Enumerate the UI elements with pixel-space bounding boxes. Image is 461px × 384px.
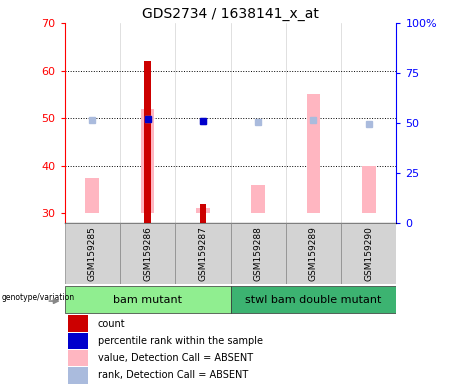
FancyBboxPatch shape xyxy=(68,367,88,384)
Bar xyxy=(362,166,376,213)
FancyBboxPatch shape xyxy=(68,315,88,332)
FancyBboxPatch shape xyxy=(230,223,286,284)
Title: GDS2734 / 1638141_x_at: GDS2734 / 1638141_x_at xyxy=(142,7,319,21)
FancyBboxPatch shape xyxy=(68,333,88,349)
Text: GSM159286: GSM159286 xyxy=(143,226,152,281)
FancyBboxPatch shape xyxy=(68,350,88,366)
FancyBboxPatch shape xyxy=(120,223,175,284)
Text: GSM159287: GSM159287 xyxy=(198,226,207,281)
FancyBboxPatch shape xyxy=(65,223,120,284)
FancyBboxPatch shape xyxy=(286,223,341,284)
Text: GSM159288: GSM159288 xyxy=(254,226,263,281)
Text: GSM159285: GSM159285 xyxy=(88,226,97,281)
Text: GSM159290: GSM159290 xyxy=(364,226,373,281)
Text: value, Detection Call = ABSENT: value, Detection Call = ABSENT xyxy=(98,353,253,363)
Bar xyxy=(85,177,99,213)
Bar xyxy=(144,61,151,223)
Bar xyxy=(141,109,154,213)
Bar xyxy=(251,185,265,213)
FancyBboxPatch shape xyxy=(65,286,230,313)
Bar xyxy=(196,209,210,213)
Text: count: count xyxy=(98,318,125,329)
Text: rank, Detection Call = ABSENT: rank, Detection Call = ABSENT xyxy=(98,370,248,381)
Text: stwl bam double mutant: stwl bam double mutant xyxy=(245,295,382,305)
Bar xyxy=(200,204,206,223)
FancyBboxPatch shape xyxy=(175,223,230,284)
Text: genotype/variation: genotype/variation xyxy=(1,293,74,303)
Bar xyxy=(307,94,320,213)
Text: GSM159289: GSM159289 xyxy=(309,226,318,281)
FancyBboxPatch shape xyxy=(230,286,396,313)
Text: bam mutant: bam mutant xyxy=(113,295,182,305)
Text: percentile rank within the sample: percentile rank within the sample xyxy=(98,336,263,346)
FancyBboxPatch shape xyxy=(341,223,396,284)
